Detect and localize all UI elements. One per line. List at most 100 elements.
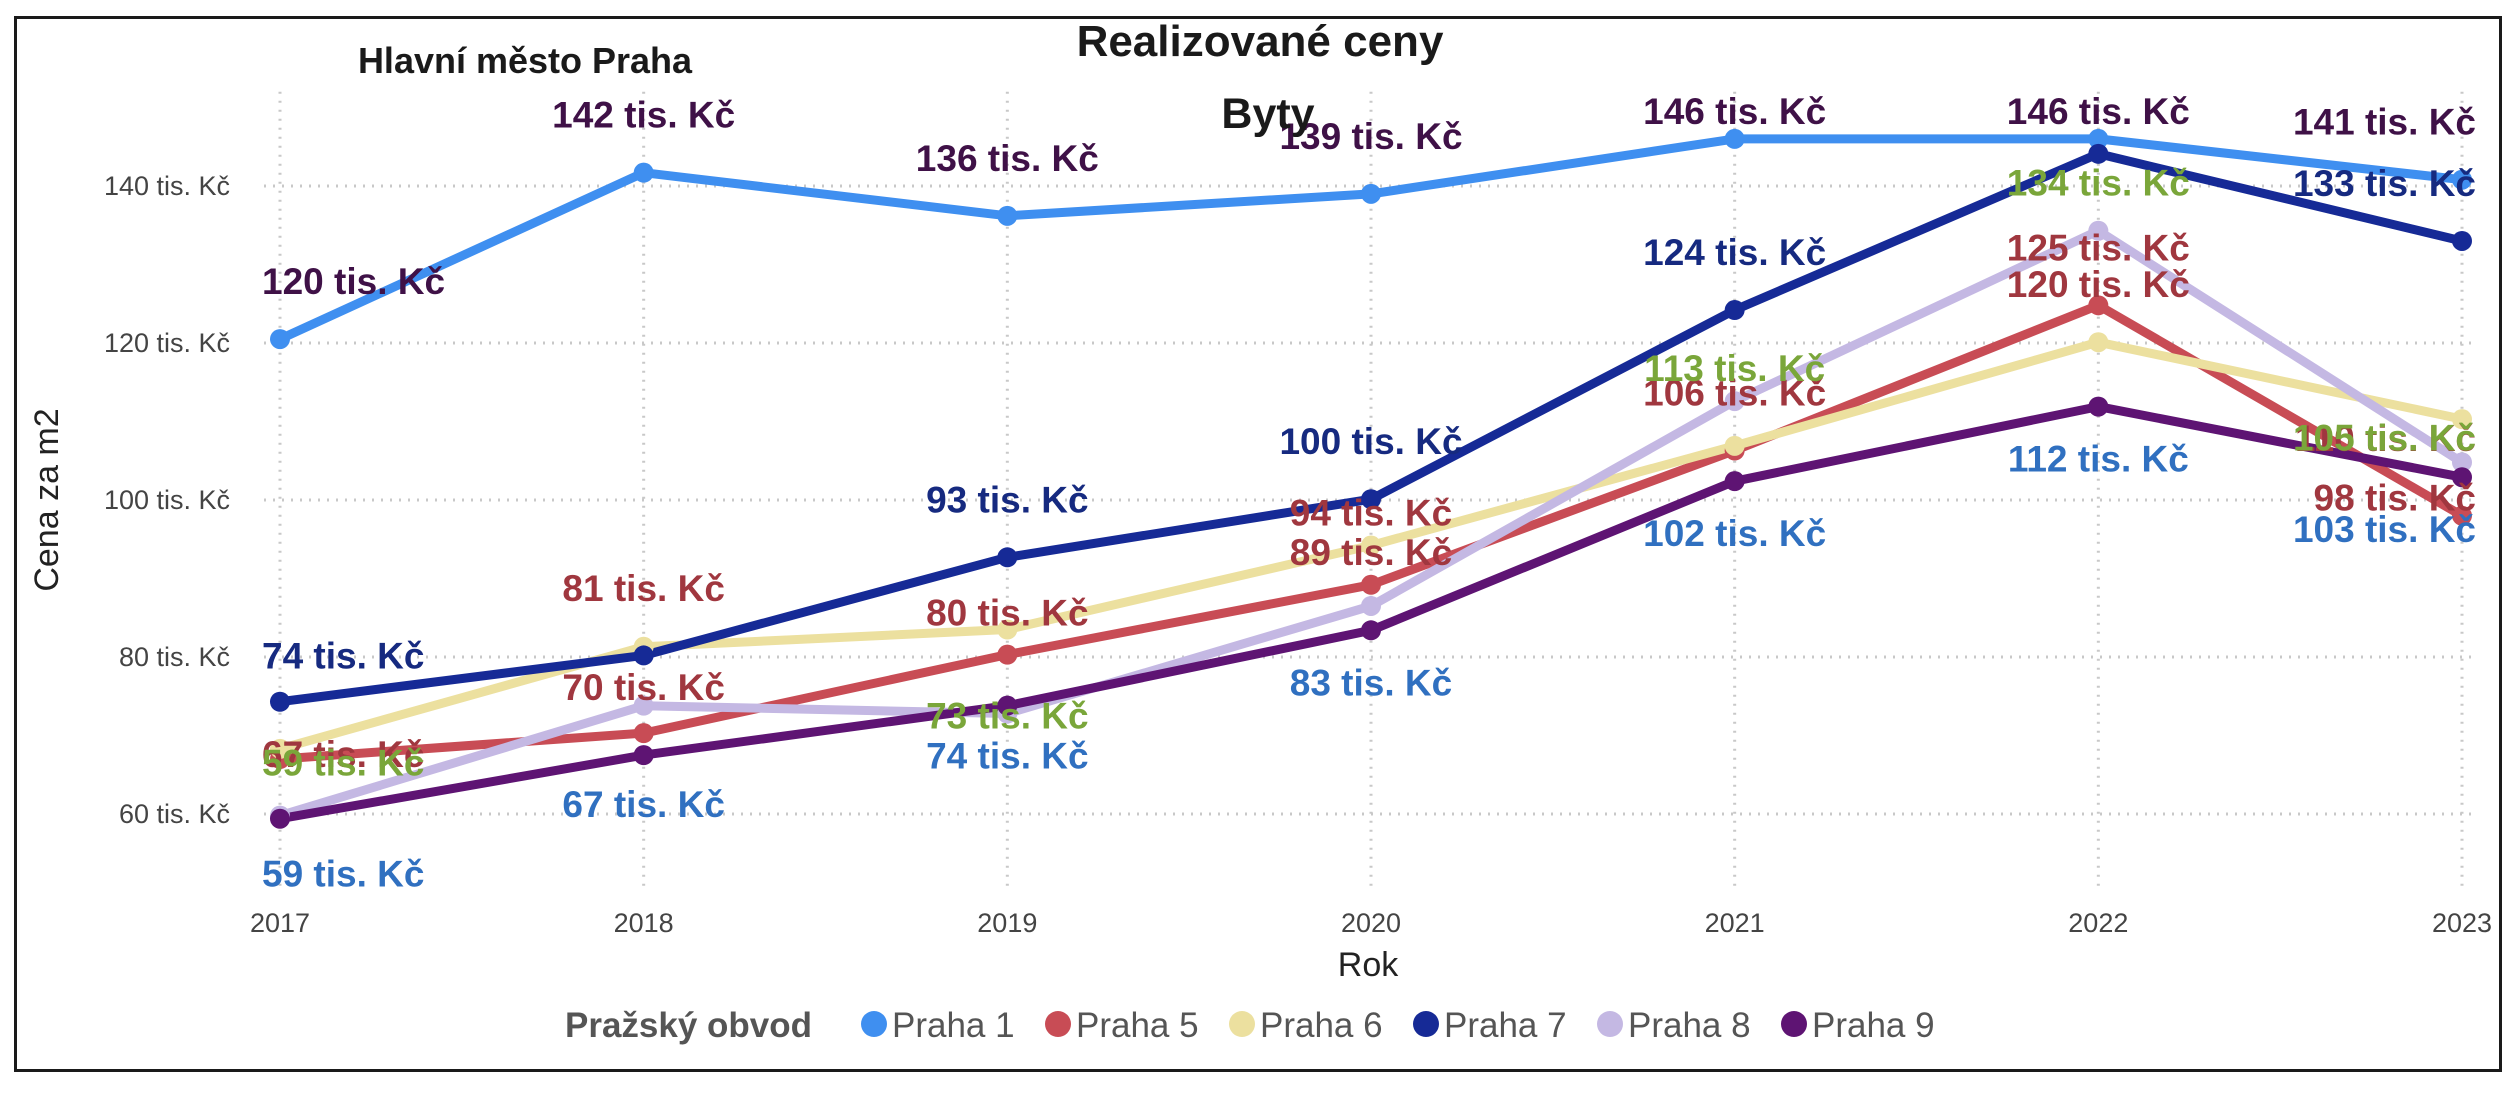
data-label: 105 tis. Kč: [2293, 417, 2476, 458]
data-point: [2452, 230, 2472, 251]
region-label: Hlavní město Praha: [358, 40, 693, 81]
data-label: 146 tis. Kč: [2007, 91, 2190, 132]
y-tick-label: 140 tis. Kč: [104, 171, 230, 201]
data-label: 94 tis. Kč: [1290, 493, 1452, 534]
data-point: [997, 695, 1018, 716]
legend-swatch: [1413, 1011, 1439, 1037]
legend-entry: Praha 1: [892, 1006, 1015, 1045]
data-label: 98 tis. Kč: [2314, 478, 2476, 519]
data-label: 73 tis. Kč: [926, 696, 1088, 737]
data-point: [2088, 128, 2109, 149]
data-label: 112 tis. Kč: [2008, 439, 2189, 480]
data-point: [633, 695, 654, 716]
y-axis-label: Cena za m2: [28, 408, 66, 591]
data-point: [1724, 435, 1745, 456]
legend-swatch: [1597, 1011, 1623, 1037]
data-point: [633, 745, 654, 766]
x-tick-label: 2022: [2068, 908, 2128, 938]
data-label: 133 tis. Kč: [2293, 163, 2476, 204]
data-label: 102 tis. Kč: [1643, 513, 1826, 554]
x-tick-label: 2019: [977, 908, 1037, 938]
y-tick-label: 80 tis. Kč: [119, 642, 230, 672]
data-label: 81 tis. Kč: [562, 568, 724, 609]
data-label: 120 tis. Kč: [262, 261, 445, 302]
data-label: 141 tis. Kč: [2293, 102, 2476, 143]
data-label: 139 tis. Kč: [1279, 116, 1462, 157]
data-point: [997, 547, 1018, 568]
legend-swatch: [861, 1011, 887, 1037]
data-point: [2452, 467, 2472, 488]
data-point: [1361, 489, 1381, 510]
data-point: [1724, 391, 1745, 412]
data-point: [997, 619, 1018, 640]
x-tick-label: 2017: [250, 908, 310, 938]
data-label: 83 tis. Kč: [1290, 662, 1452, 703]
y-tick-label: 100 tis. Kč: [104, 485, 230, 515]
series-points: [270, 128, 2472, 829]
chart-title: Realizované ceny: [1077, 17, 1444, 66]
data-point: [270, 329, 290, 350]
data-label: 113 tis. Kč: [1644, 348, 1825, 389]
data-label: 142 tis. Kč: [552, 95, 735, 136]
data-labels: 120 tis. Kč 142 tis. Kč 136 tis. Kč 139 tis…: [262, 91, 2476, 895]
data-point: [270, 808, 290, 829]
data-point: [270, 738, 290, 759]
data-point: [2452, 169, 2472, 190]
data-point: [2452, 505, 2472, 526]
data-label: 80 tis. Kč: [926, 593, 1088, 634]
x-axis-label: Rok: [1338, 946, 1399, 984]
legend-swatch: [1045, 1011, 1071, 1037]
data-point: [2088, 295, 2109, 316]
data-label: 136 tis. Kč: [916, 138, 1099, 179]
chart-subtitle: Byty: [1221, 90, 1314, 138]
data-point: [2088, 396, 2109, 417]
legend-entry: Praha 6: [1260, 1006, 1383, 1045]
data-label: 120 tis. Kč: [2007, 264, 2190, 305]
legend-entry: Praha 8: [1628, 1006, 1751, 1045]
data-label: 100 tis. Kč: [1279, 421, 1462, 462]
data-point: [1361, 574, 1381, 595]
data-point: [1724, 471, 1745, 492]
data-label: 103 tis. Kč: [2293, 509, 2476, 550]
data-label: 124 tis. Kč: [1643, 232, 1826, 273]
x-axis-ticks: 2017 2018 2019 2020 2021 2022 2023: [250, 908, 2492, 938]
data-point: [633, 162, 654, 183]
y-tick-label: 120 tis. Kč: [104, 328, 230, 358]
y-axis-ticks: 60 tis. Kč 80 tis. Kč 100 tis. Kč 120 tis. …: [104, 171, 230, 829]
x-tick-label: 2020: [1341, 908, 1401, 938]
data-label: 134 tis. Kč: [2007, 163, 2190, 204]
data-point: [1361, 183, 1381, 204]
data-label: 59 tis. Kč: [262, 854, 424, 895]
data-label: 74 tis. Kč: [262, 636, 424, 677]
legend-swatch: [1229, 1011, 1255, 1037]
data-label: 146 tis. Kč: [1643, 91, 1826, 132]
legend-entry: Praha 5: [1076, 1006, 1199, 1045]
data-point: [1724, 300, 1745, 321]
y-tick-label: 60 tis. Kč: [119, 799, 230, 829]
data-label: 67 tis. Kč: [262, 734, 424, 775]
legend: Pražský obvod Praha 1 Praha 5 Praha 6 Praha…: [565, 1006, 1935, 1045]
data-point: [2452, 452, 2472, 473]
data-point: [1361, 535, 1381, 556]
data-label: 125 tis. Kč: [2007, 227, 2190, 268]
data-point: [997, 644, 1018, 665]
data-point: [997, 205, 1018, 226]
x-tick-label: 2018: [614, 908, 674, 938]
data-point: [1361, 620, 1381, 641]
data-point: [2088, 220, 2109, 241]
x-tick-label: 2021: [1705, 908, 1765, 938]
data-label: 110 tis. Kč: [2295, 418, 2476, 459]
data-point: [2088, 143, 2109, 164]
data-point: [270, 691, 290, 712]
legend-title: Pražský obvod: [565, 1006, 812, 1045]
x-tick-label: 2023: [2432, 908, 2492, 938]
data-point: [2452, 409, 2472, 430]
data-label: 70 tis. Kč: [562, 667, 724, 708]
legend-swatch: [1781, 1011, 1807, 1037]
data-label: 67 tis. Kč: [562, 784, 724, 825]
legend-entry: Praha 7: [1444, 1006, 1567, 1045]
data-point: [1361, 595, 1381, 616]
data-label: 74 tis. Kč: [926, 736, 1088, 777]
data-label: 106 tis. Kč: [1643, 373, 1826, 414]
